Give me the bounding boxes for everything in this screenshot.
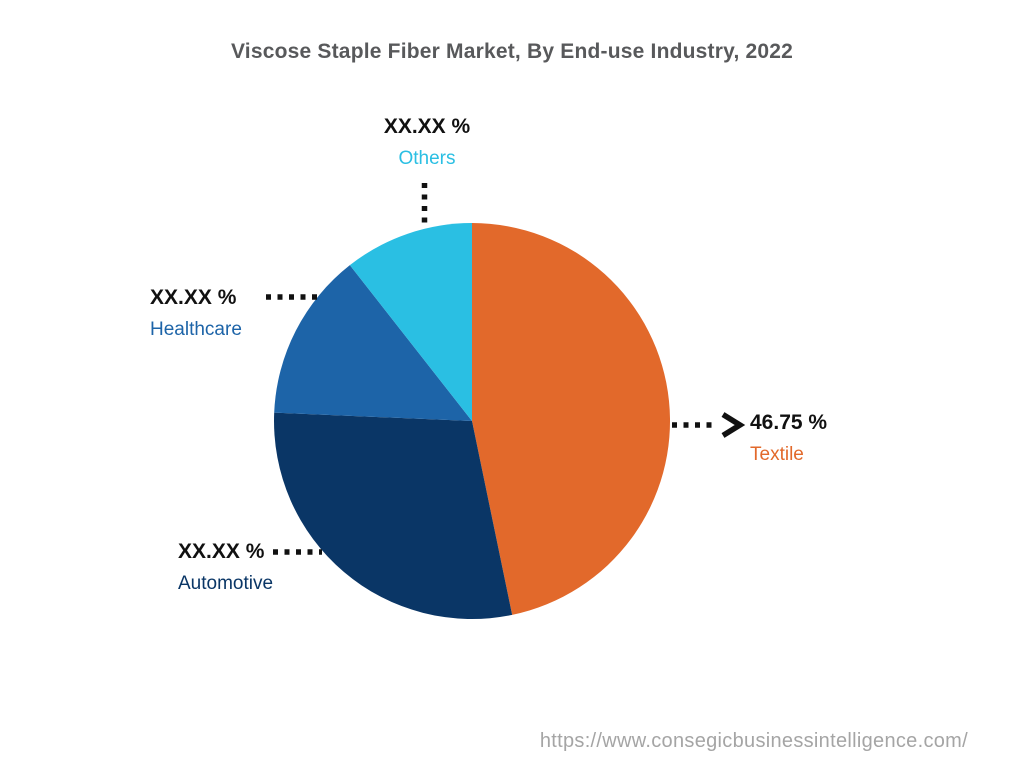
source-url: https://www.consegicbusinessintelligence… bbox=[539, 730, 968, 752]
callout-automotive: XX.XX % Automotive bbox=[178, 540, 273, 595]
healthcare-label: Healthcare bbox=[150, 319, 242, 340]
callout-healthcare: XX.XX % Healthcare bbox=[150, 286, 242, 341]
healthcare-value: XX.XX % bbox=[150, 286, 237, 309]
textile-value: 46.75 % bbox=[750, 411, 828, 434]
arrow-right-icon bbox=[721, 412, 746, 438]
others-label: Others bbox=[398, 148, 456, 169]
others-value: XX.XX % bbox=[383, 115, 471, 138]
automotive-label: Automotive bbox=[178, 573, 274, 594]
leader-lines bbox=[266, 183, 746, 555]
callout-others: XX.XX % Others bbox=[337, 115, 517, 170]
pie-slice-textile bbox=[472, 223, 671, 615]
pie-slice-automotive bbox=[274, 412, 513, 620]
pie-slice-others bbox=[349, 223, 472, 421]
automotive-value: XX.XX % bbox=[178, 540, 265, 563]
pie-slice-healthcare bbox=[274, 265, 472, 421]
chart-title: Viscose Staple Fiber Market, By End-use … bbox=[230, 40, 794, 63]
pie-slices bbox=[274, 223, 671, 620]
callout-textile: 46.75 % Textile bbox=[750, 411, 827, 466]
textile-label: Textile bbox=[750, 444, 804, 465]
